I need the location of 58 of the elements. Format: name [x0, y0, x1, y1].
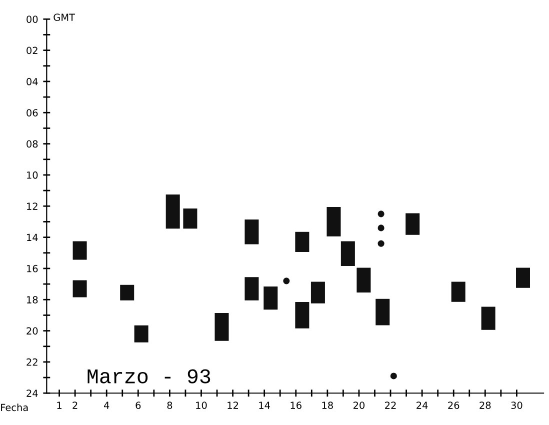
point: [378, 240, 384, 247]
y-axis-title: GMT: [54, 14, 76, 21]
y-tick-label: 14: [27, 234, 38, 241]
bar: [481, 306, 496, 330]
bar: [340, 241, 355, 266]
bar: [516, 268, 530, 288]
bar: [451, 282, 466, 302]
point: [378, 210, 384, 218]
bar: [134, 325, 148, 342]
bar: [264, 286, 278, 310]
bar: [120, 284, 134, 300]
x-tick-label: 14: [259, 402, 270, 409]
y-tick-label: 24: [26, 390, 38, 397]
bar: [376, 298, 390, 326]
x-tick-label: 24: [416, 402, 428, 409]
x-tick-label: 2: [72, 402, 78, 409]
bar: [72, 280, 87, 298]
x-tick-label: 18: [322, 402, 333, 409]
x-tick-label: 26: [448, 402, 460, 409]
bar: [183, 208, 198, 229]
y-tick-label: 18: [27, 296, 38, 304]
bar: [295, 232, 310, 252]
bar: [356, 268, 371, 293]
bar: [310, 282, 325, 304]
y-tick-label: 02: [26, 46, 38, 54]
bar: [244, 277, 259, 300]
x-tick-label: 28: [480, 402, 491, 409]
x-tick-label: 8: [167, 402, 172, 409]
y-tick-label: 10: [27, 171, 38, 179]
x-tick-label: 22: [385, 402, 396, 409]
y-tick-label: 04: [26, 78, 38, 86]
x-tick-label: 6: [136, 402, 141, 409]
x-tick-label: 16: [290, 402, 302, 409]
x-tick-label: 4: [104, 402, 110, 409]
point: [378, 224, 384, 232]
x-tick-label: 20: [353, 402, 365, 409]
bar: [166, 194, 180, 229]
y-tick-label: 20: [26, 327, 38, 335]
y-tick-label: 06: [26, 109, 38, 116]
bar: [214, 312, 229, 341]
x-tick-label: 30: [511, 402, 522, 409]
x-tick-label: 1: [57, 402, 62, 409]
y-tick-label: 12: [27, 202, 38, 210]
bar: [244, 219, 259, 244]
bar: [326, 206, 341, 236]
annotation: Marzo - 93: [88, 369, 210, 384]
x-tick-label: 10: [196, 402, 207, 409]
bar: [406, 213, 420, 235]
y-tick-label: 22: [26, 358, 38, 366]
y-tick-label: 16: [27, 264, 38, 272]
point: [390, 372, 397, 380]
y-tick-label: 08: [26, 140, 38, 148]
x-axis-title: Fecha: [1, 404, 28, 412]
y-tick-label: 00: [26, 16, 38, 23]
point: [283, 278, 290, 284]
bar: [72, 241, 87, 260]
bar: [295, 302, 310, 328]
x-tick-label: 12: [228, 402, 238, 409]
